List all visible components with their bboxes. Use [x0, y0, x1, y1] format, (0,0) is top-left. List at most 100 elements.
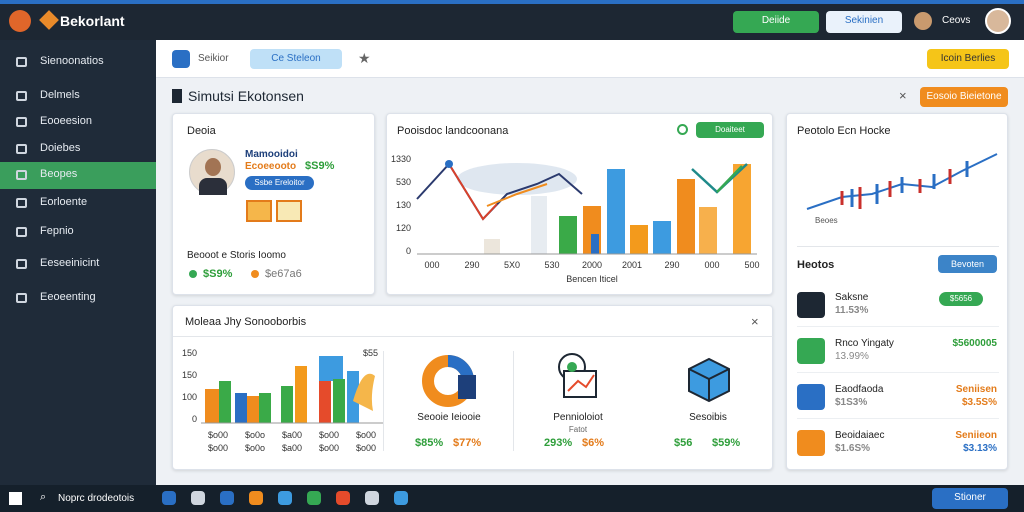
taskbar-search[interactable]: Noprc drodeotois [58, 493, 135, 504]
x-title: Bencen Iticel [566, 274, 618, 284]
page-button[interactable]: Eosoio Bieietone [920, 87, 1008, 107]
start-button[interactable] [9, 492, 22, 505]
chart-button[interactable]: Doaiteet [696, 122, 764, 138]
x-label: $o0o [245, 443, 265, 453]
x-label: $o00 [319, 443, 339, 453]
logo [39, 10, 59, 30]
sidebar-item[interactable]: Delmels [40, 89, 80, 101]
x-label: 5X0 [504, 260, 520, 270]
taskbar-app[interactable] [307, 491, 321, 505]
item-icon [797, 292, 825, 318]
home-icon[interactable] [172, 50, 190, 68]
map [457, 163, 577, 195]
taskbar-button[interactable]: Stioner [932, 488, 1008, 509]
sidebar-item[interactable]: Sienoonatios [40, 55, 104, 67]
bar [559, 216, 577, 254]
x-label: $a00 [282, 430, 302, 440]
y-label: 530 [396, 177, 411, 187]
bar [733, 164, 751, 254]
bar [699, 207, 717, 254]
avatar[interactable] [985, 8, 1011, 34]
profile-name: Mamooidoi [245, 149, 298, 160]
sidebar-item[interactable]: Eorloente [40, 196, 88, 208]
taskbar-app[interactable] [278, 491, 292, 505]
star-icon[interactable]: ★ [358, 50, 371, 66]
card-title: Pooisdoc landcoonana [397, 125, 509, 137]
taskbar-app[interactable] [394, 491, 408, 505]
dropdown[interactable]: Bevoten [938, 255, 997, 273]
sidebar: Sienoonatios Delmels Eooeesion Doiebes Beope… [0, 40, 156, 485]
sidebar-item[interactable]: Beopes [40, 168, 78, 180]
line [486, 183, 548, 207]
divider [797, 246, 999, 247]
close[interactable]: × [751, 314, 759, 329]
candles [840, 169, 952, 209]
taskbar-app[interactable] [249, 491, 263, 505]
taskbar-app[interactable] [336, 491, 350, 505]
chart-card: Pooisdoc landcoonana Doaiteet 1330 530 130… [386, 113, 773, 295]
toolbar: Seikior Ce Steleon ★ Icoin Berlies [156, 40, 1024, 78]
close[interactable]: × [899, 88, 907, 103]
tab[interactable]: Ce Steleon [250, 49, 342, 69]
taskbar-app[interactable] [365, 491, 379, 505]
item-name[interactable]: Rnco Yingaty [835, 338, 894, 349]
x-label: $a00 [282, 443, 302, 453]
bar [630, 225, 648, 254]
sidebar-item[interactable]: Eooeesion [40, 115, 92, 127]
profile-pill[interactable]: Ssbe Ereloitor [245, 176, 314, 190]
candles [850, 161, 969, 207]
item-sub: 13.99% [835, 351, 869, 362]
user-name[interactable]: Ceovs [942, 15, 971, 26]
item-right: Seniieon [955, 430, 997, 441]
taskbar-app[interactable] [191, 491, 205, 505]
action-button[interactable]: Icoin Berlies [927, 49, 1009, 69]
item-pill[interactable]: $5656 [939, 292, 983, 306]
x-label: 500 [744, 260, 759, 270]
x-label: $o00 [319, 430, 339, 440]
y-label: 1330 [391, 154, 411, 164]
divider [173, 336, 774, 337]
taskbar-app[interactable] [220, 491, 234, 505]
item-value: $77% [453, 437, 482, 449]
primary-button[interactable]: Deiide [733, 11, 819, 33]
x-label: 530 [544, 260, 559, 270]
item-name[interactable]: Eaodfaoda [835, 384, 884, 395]
item-icon [16, 227, 27, 237]
item-value: $85% [415, 437, 444, 449]
item-name[interactable]: Saksne [835, 292, 869, 303]
dot [189, 270, 197, 278]
title-icon [172, 89, 182, 103]
x-label: 290 [664, 260, 679, 270]
profile-value: $S9% [305, 160, 335, 172]
card-title: Moleaa Jhy Sonooborbis [185, 316, 307, 328]
search[interactable]: Seikior [198, 53, 229, 64]
taskbar-app[interactable] [162, 491, 176, 505]
item-right-sub: $3.5S% [961, 397, 997, 408]
search-icon[interactable]: ⌕ [40, 491, 47, 503]
report-icon [558, 353, 597, 398]
sidebar-item[interactable]: Doiebes [40, 142, 81, 154]
taskbar: ⌕ Noprc drodeotois Stioner [0, 485, 1024, 512]
box-icon [688, 357, 730, 403]
divider [797, 372, 999, 373]
item-icon [16, 57, 27, 67]
x-label: $o00 [208, 443, 228, 453]
sidebar-item[interactable]: Eeseeinicint [40, 257, 100, 269]
profile-card: Deoia Mamooidoi Ecoeeooto $S9% Ssbe Erel… [172, 113, 375, 295]
divider [383, 351, 384, 451]
sidebar-item[interactable]: Fepnio [40, 225, 74, 237]
side-card: Peotolo Ecn Hocke Beoes Heotos Bevoten S… [786, 113, 1008, 470]
stat: $S9% [203, 268, 233, 280]
y-label: 130 [396, 200, 411, 210]
sidebar-item[interactable]: Eeoeenting [40, 291, 96, 303]
x-label: 2000 [582, 260, 602, 270]
item-label: Sesoibis [689, 412, 727, 423]
secondary-button[interactable]: Sekinien [826, 11, 902, 33]
bar [653, 221, 671, 254]
status-icon [677, 124, 688, 135]
x-label: $o00 [208, 430, 228, 440]
item-label: Pennioloiot [553, 412, 603, 423]
divider [797, 326, 999, 327]
item-name[interactable]: Beoidaiaec [835, 430, 885, 441]
section-title: Heotos [797, 259, 835, 271]
